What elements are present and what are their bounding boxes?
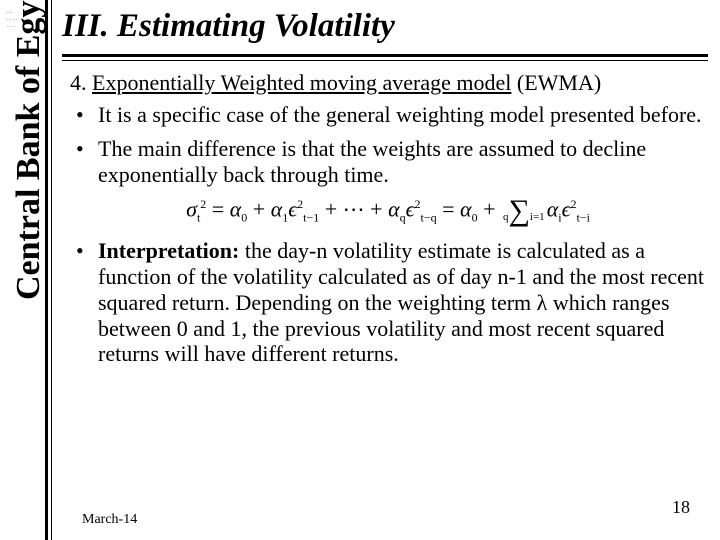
vertical-label: Central Bank of Egypt [10, 0, 48, 300]
plus: + [247, 196, 270, 221]
bullet-list-a: It is a specific case of the general wei… [70, 102, 706, 188]
sigma-icon: ∑ [509, 194, 530, 227]
header: III. Estimating Volatility [62, 8, 702, 49]
subhead-suffix: (EWMA) [511, 70, 601, 95]
eps: ϵ [406, 196, 415, 221]
eq: = [206, 196, 229, 221]
vertical-rule-thin [51, 0, 52, 540]
list-item: Interpretation: the day-n volatility est… [70, 238, 706, 368]
sigma: σ [186, 196, 197, 221]
horizontal-rule-thick [62, 54, 708, 57]
slide: ············ Central Bank of Egypt III. … [0, 0, 720, 540]
alpha: α [547, 196, 559, 221]
sup: 2 [570, 197, 576, 211]
subhead-underlined: Exponentially Weighted moving average mo… [92, 70, 511, 95]
alpha: α [388, 196, 400, 221]
sup: 2 [297, 197, 303, 211]
subhead-prefix: 4. [70, 70, 92, 95]
sub: t−q [421, 211, 437, 225]
alpha: α [271, 196, 283, 221]
bullet-list-b: Interpretation: the day-n volatility est… [70, 238, 706, 368]
list-item: The main difference is that the weights … [70, 136, 706, 188]
sub: t [197, 211, 200, 225]
alpha: α [230, 196, 242, 221]
horizontal-rule-thin [62, 60, 708, 61]
sum-bot: i=1 [530, 211, 545, 223]
interpretation-label: Interpretation: [98, 238, 245, 263]
sub: t−1 [303, 211, 319, 225]
alpha: α [460, 196, 472, 221]
summation: q∑i=1 [503, 199, 545, 224]
content-area: 4. Exponentially Weighted moving average… [70, 70, 706, 375]
eps: ϵ [288, 196, 297, 221]
formula-block: σt2 = α0 + α1ϵ2t−1 + ⋯ + αqϵ2t−q = α0 + … [70, 198, 706, 224]
eq: = [437, 196, 460, 221]
list-item: It is a specific case of the general wei… [70, 102, 706, 128]
page-number: 18 [672, 497, 690, 518]
section-subhead: 4. Exponentially Weighted moving average… [70, 70, 706, 96]
page-title: III. Estimating Volatility [62, 8, 702, 49]
dots: + ⋯ + [319, 196, 388, 221]
sup: 2 [415, 197, 421, 211]
plus: + [478, 196, 501, 221]
formula: σt2 = α0 + α1ϵ2t−1 + ⋯ + αqϵ2t−q = α0 + … [186, 198, 590, 224]
footer-date: March-14 [82, 512, 137, 528]
sub: t−i [576, 211, 589, 225]
